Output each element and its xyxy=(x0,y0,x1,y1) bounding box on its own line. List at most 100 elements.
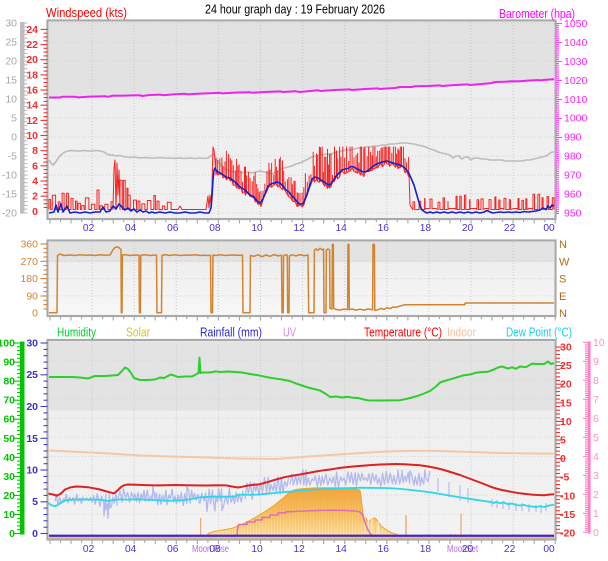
svg-text:S: S xyxy=(559,274,566,286)
svg-text:10: 10 xyxy=(251,223,263,234)
svg-text:980: 980 xyxy=(564,151,582,163)
svg-text:20: 20 xyxy=(462,544,474,555)
svg-text:Humidity: Humidity xyxy=(57,326,97,340)
svg-text:40: 40 xyxy=(3,452,15,464)
svg-text:100: 100 xyxy=(0,338,15,350)
svg-text:14: 14 xyxy=(336,544,348,555)
svg-text:1000: 1000 xyxy=(564,113,588,125)
svg-text:10: 10 xyxy=(3,509,15,521)
svg-text:16: 16 xyxy=(378,544,390,555)
svg-text:25: 25 xyxy=(5,37,17,49)
svg-text:7: 7 xyxy=(593,394,599,406)
svg-text:UV: UV xyxy=(283,326,296,340)
svg-text:90: 90 xyxy=(26,290,38,302)
svg-text:18: 18 xyxy=(26,69,38,81)
svg-text:08: 08 xyxy=(209,544,221,555)
svg-text:14: 14 xyxy=(26,100,38,112)
svg-text:16: 16 xyxy=(26,85,38,97)
svg-text:Solar: Solar xyxy=(126,326,150,340)
svg-text:10: 10 xyxy=(593,337,605,349)
svg-text:0: 0 xyxy=(32,206,38,218)
svg-text:990: 990 xyxy=(564,132,582,144)
svg-text:Barometer (hpa): Barometer (hpa) xyxy=(499,7,575,21)
svg-text:10: 10 xyxy=(251,544,263,555)
svg-text:0: 0 xyxy=(593,527,599,539)
svg-text:15: 15 xyxy=(5,75,17,87)
svg-text:10: 10 xyxy=(560,416,572,428)
svg-text:04: 04 xyxy=(125,223,137,234)
svg-text:24: 24 xyxy=(26,24,38,36)
svg-text:1: 1 xyxy=(593,508,599,520)
svg-text:180: 180 xyxy=(20,273,38,285)
svg-text:70: 70 xyxy=(3,395,15,407)
svg-text:6: 6 xyxy=(32,160,38,172)
svg-text:18: 18 xyxy=(420,223,432,234)
svg-text:5: 5 xyxy=(593,432,599,444)
svg-text:22: 22 xyxy=(26,39,38,51)
svg-text:8: 8 xyxy=(32,145,38,157)
svg-text:18: 18 xyxy=(420,544,432,555)
svg-text:5: 5 xyxy=(32,496,38,508)
svg-text:06: 06 xyxy=(167,544,179,555)
svg-text:0: 0 xyxy=(560,453,566,465)
svg-text:N: N xyxy=(559,308,567,320)
svg-text:-15: -15 xyxy=(2,189,17,201)
svg-text:360: 360 xyxy=(20,239,38,251)
svg-text:8: 8 xyxy=(593,375,599,387)
svg-text:Windspeed (kts): Windspeed (kts) xyxy=(46,6,127,20)
svg-text:1020: 1020 xyxy=(564,75,588,87)
svg-text:2: 2 xyxy=(593,489,599,501)
svg-text:30: 30 xyxy=(26,338,38,350)
svg-text:3: 3 xyxy=(593,470,599,482)
svg-text:12: 12 xyxy=(26,115,38,127)
svg-text:-10: -10 xyxy=(560,490,575,502)
svg-text:12: 12 xyxy=(293,223,305,234)
svg-text:950: 950 xyxy=(564,207,582,219)
svg-text:20: 20 xyxy=(462,223,474,234)
svg-text:-5: -5 xyxy=(8,151,17,163)
svg-text:60: 60 xyxy=(3,414,15,426)
svg-text:00: 00 xyxy=(543,223,555,234)
svg-text:0: 0 xyxy=(32,308,38,320)
svg-text:5: 5 xyxy=(11,113,17,125)
svg-text:0: 0 xyxy=(32,528,38,540)
svg-text:N: N xyxy=(559,239,567,251)
svg-text:20: 20 xyxy=(3,490,15,502)
svg-text:14: 14 xyxy=(336,223,348,234)
svg-text:960: 960 xyxy=(564,189,582,201)
svg-text:270: 270 xyxy=(20,256,38,268)
svg-text:1030: 1030 xyxy=(564,56,588,68)
svg-text:E: E xyxy=(559,291,566,303)
svg-text:20: 20 xyxy=(5,56,17,68)
svg-text:10: 10 xyxy=(26,130,38,142)
svg-text:30: 30 xyxy=(560,342,572,354)
svg-text:02: 02 xyxy=(83,223,95,234)
svg-text:4: 4 xyxy=(32,176,38,188)
svg-text:9: 9 xyxy=(593,356,599,368)
svg-text:10: 10 xyxy=(26,465,38,477)
svg-text:25: 25 xyxy=(560,360,572,372)
svg-text:6: 6 xyxy=(593,413,599,425)
svg-text:16: 16 xyxy=(378,223,390,234)
svg-text:Temperature (°C): Temperature (°C) xyxy=(364,326,442,340)
svg-text:970: 970 xyxy=(564,170,582,182)
svg-text:4: 4 xyxy=(593,451,599,463)
svg-text:90: 90 xyxy=(3,357,15,369)
svg-text:20: 20 xyxy=(560,379,572,391)
svg-text:1010: 1010 xyxy=(564,94,588,106)
svg-text:-20: -20 xyxy=(560,528,575,540)
svg-text:50: 50 xyxy=(3,433,15,445)
svg-text:-10: -10 xyxy=(2,170,17,182)
svg-text:5: 5 xyxy=(560,435,566,447)
svg-text:0: 0 xyxy=(11,132,17,144)
svg-text:30: 30 xyxy=(3,471,15,483)
svg-text:22: 22 xyxy=(504,544,516,555)
svg-text:25: 25 xyxy=(26,369,38,381)
svg-text:20: 20 xyxy=(26,401,38,413)
svg-text:Moon Rise: Moon Rise xyxy=(192,543,229,555)
svg-text:15: 15 xyxy=(26,433,38,445)
svg-text:1050: 1050 xyxy=(564,18,588,30)
svg-text:-5: -5 xyxy=(560,472,569,484)
svg-text:20: 20 xyxy=(26,54,38,66)
svg-text:02: 02 xyxy=(83,544,95,555)
